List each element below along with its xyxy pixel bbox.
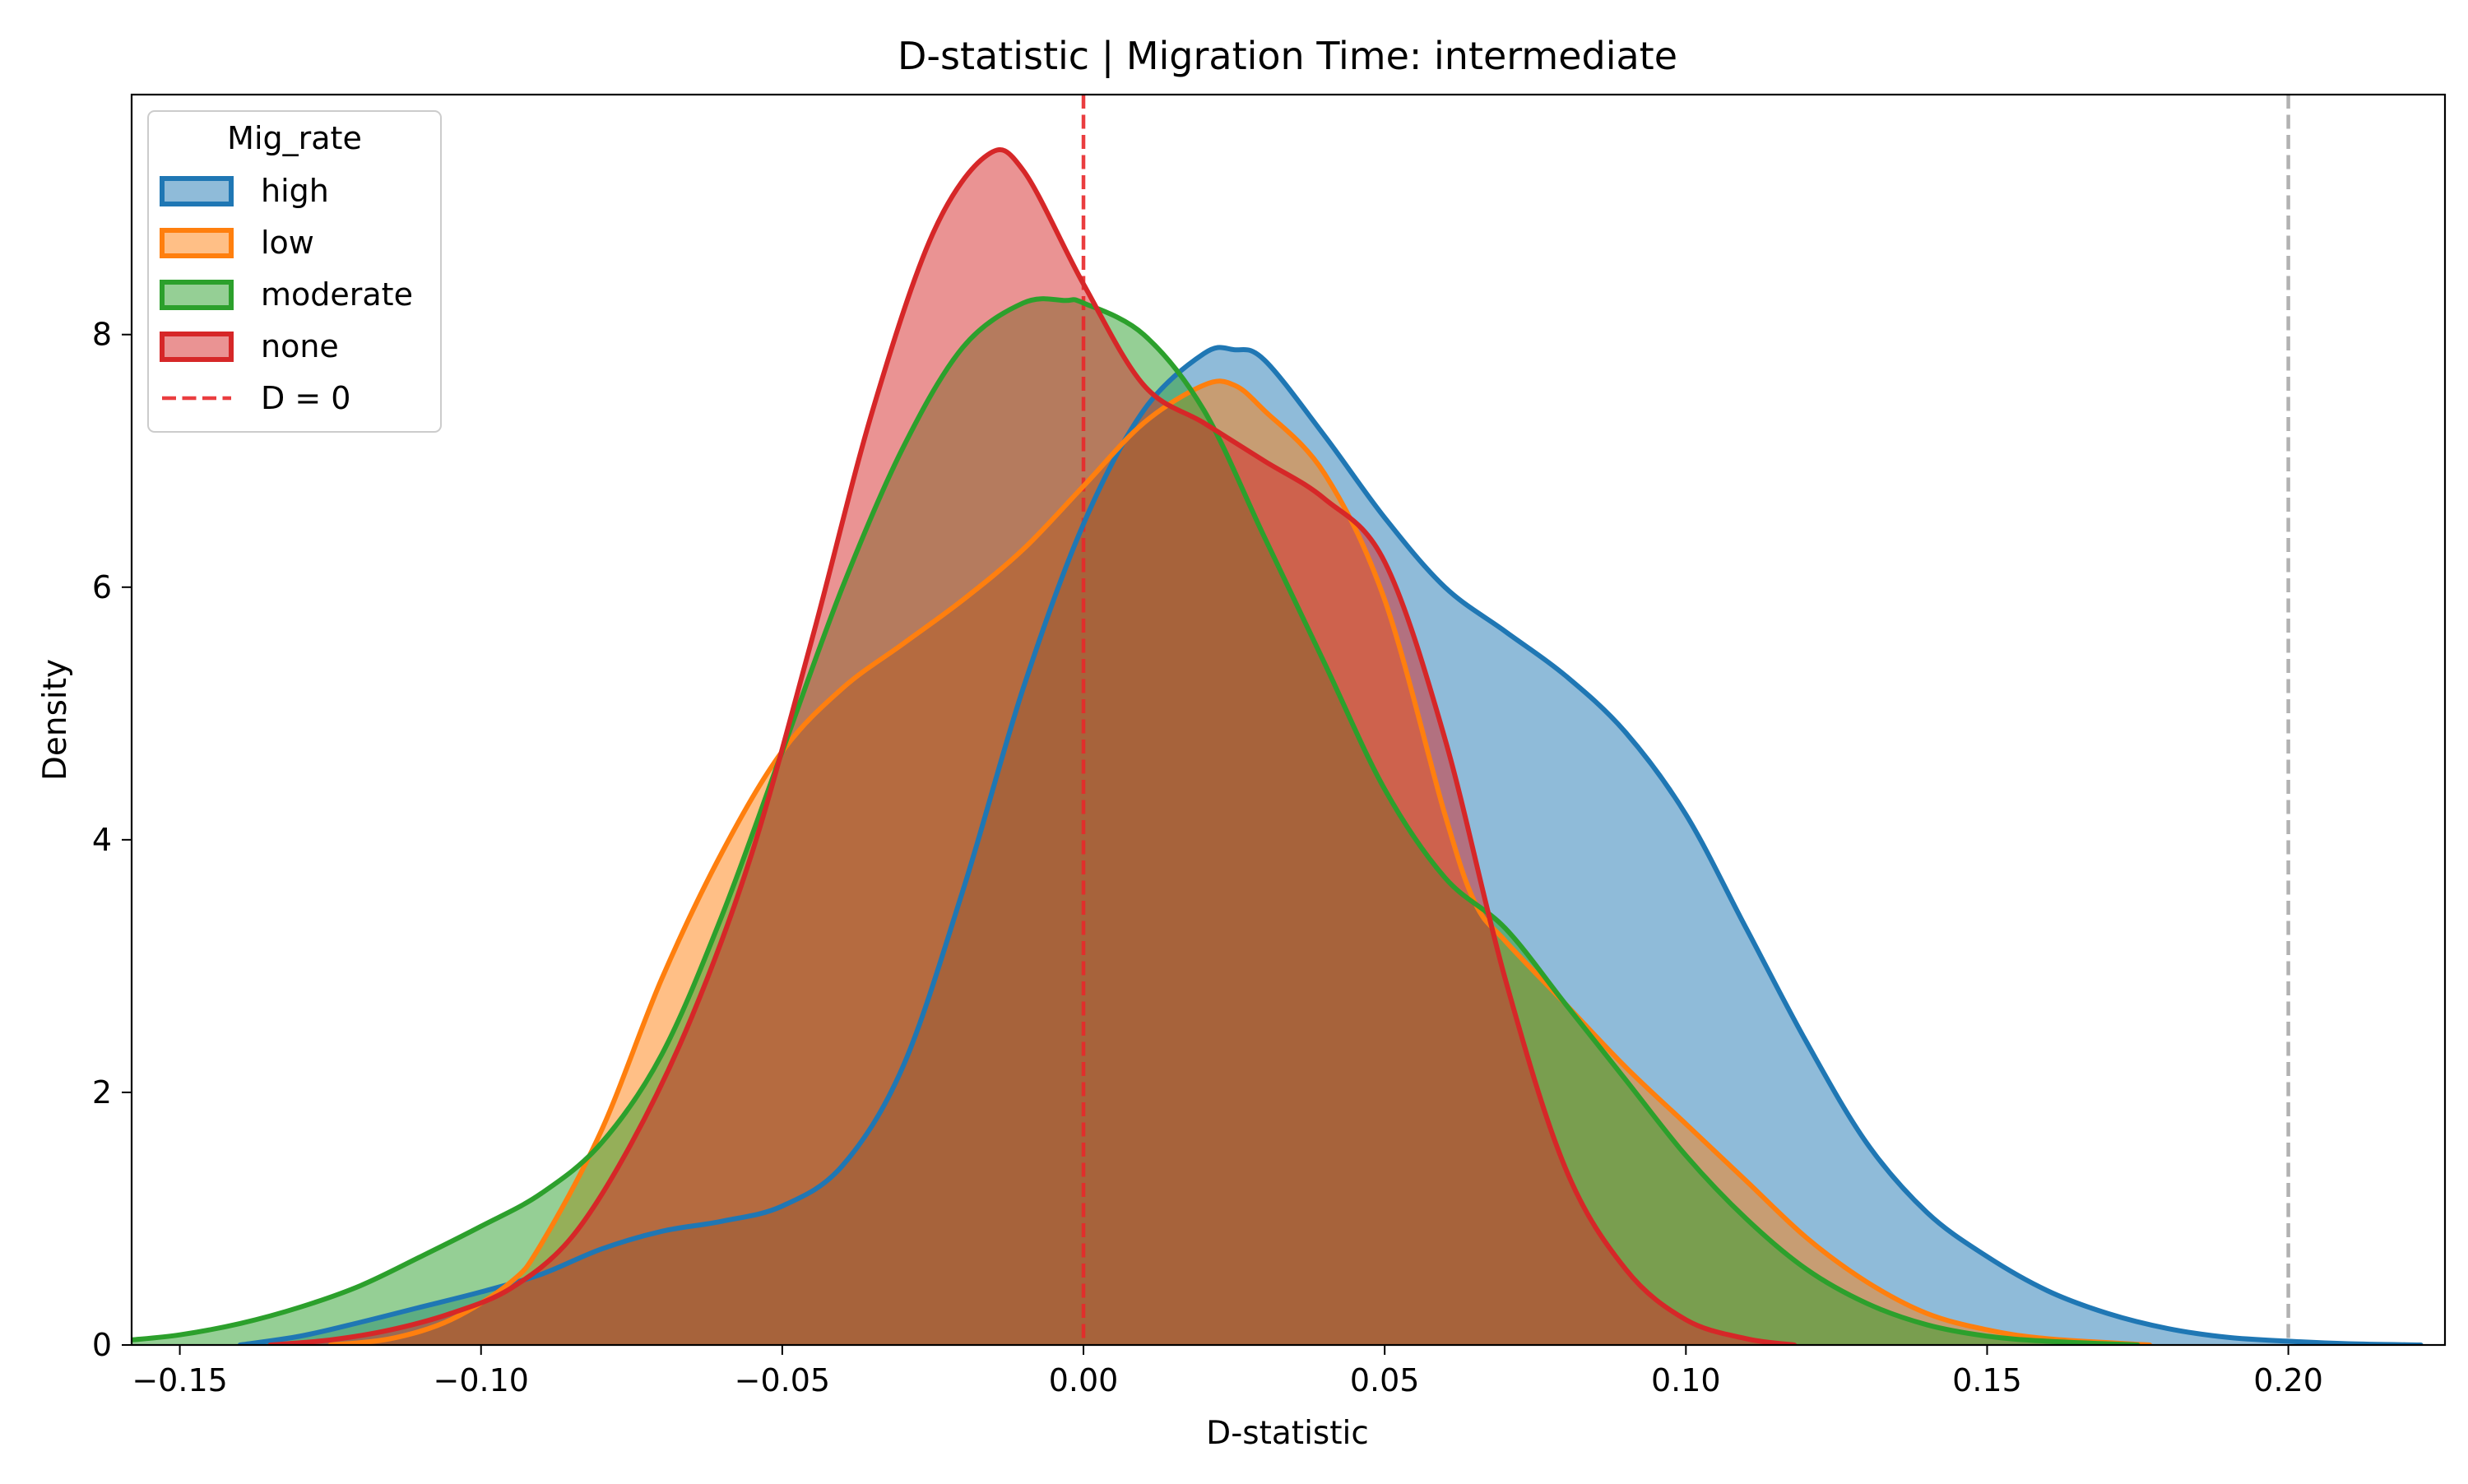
- x-tick-label: −0.10: [434, 1362, 529, 1398]
- y-tick-label: 8: [92, 317, 112, 353]
- chart-title: D-statistic | Migration Time: intermedia…: [898, 34, 1677, 79]
- x-axis-label: D-statistic: [1206, 1415, 1369, 1452]
- density-line-high: [237, 345, 2424, 1345]
- legend-item-high: high: [160, 173, 329, 209]
- legend-label: D = 0: [261, 380, 350, 416]
- legend-item-d-0: D = 0: [162, 380, 350, 416]
- x-tick-label: 0.20: [2253, 1362, 2323, 1398]
- density-line-none: [267, 147, 1798, 1345]
- legend-label: low: [261, 225, 314, 261]
- x-tick-label: −0.15: [132, 1362, 227, 1398]
- plot-frame: [130, 93, 2447, 1347]
- legend-entries: high low moderate none D = 0: [160, 173, 413, 416]
- legend-swatch: [160, 176, 234, 206]
- density-line-low: [327, 378, 2153, 1345]
- y-tick-label: 4: [92, 822, 112, 858]
- density-line-moderate: [132, 296, 2141, 1345]
- legend-item-none: none: [160, 328, 339, 364]
- legend-swatch: [160, 228, 234, 258]
- series-lines: [132, 147, 2424, 1345]
- x-tick-label: 0.00: [1049, 1362, 1119, 1398]
- x-axis: −0.15 −0.10 −0.05 0.00 0.05 0.10 0.15 0.20: [132, 1345, 2323, 1398]
- legend-swatch: [160, 280, 234, 310]
- x-tick-label: 0.05: [1350, 1362, 1420, 1398]
- y-axis-label: Density: [37, 659, 74, 781]
- legend: Mig_rate high low moderate none D = 0: [147, 110, 442, 433]
- plot-area: [132, 150, 2421, 1345]
- y-tick-label: 2: [92, 1074, 112, 1111]
- legend-item-moderate: moderate: [160, 276, 413, 313]
- legend-item-low: low: [160, 225, 314, 261]
- x-tick-label: 0.15: [1952, 1362, 2022, 1398]
- y-tick-label: 6: [92, 569, 112, 605]
- legend-label: none: [261, 328, 339, 364]
- x-tick-label: 0.10: [1651, 1362, 1721, 1398]
- legend-swatch: [160, 332, 234, 362]
- density-area-none: [270, 150, 1795, 1345]
- legend-title: Mig_rate: [227, 120, 362, 156]
- y-axis: 0 2 4 6 8: [92, 317, 132, 1363]
- x-tick-label: −0.05: [735, 1362, 830, 1398]
- y-tick-label: 0: [92, 1327, 112, 1363]
- legend-label: high: [261, 173, 329, 209]
- legend-label: moderate: [261, 276, 413, 313]
